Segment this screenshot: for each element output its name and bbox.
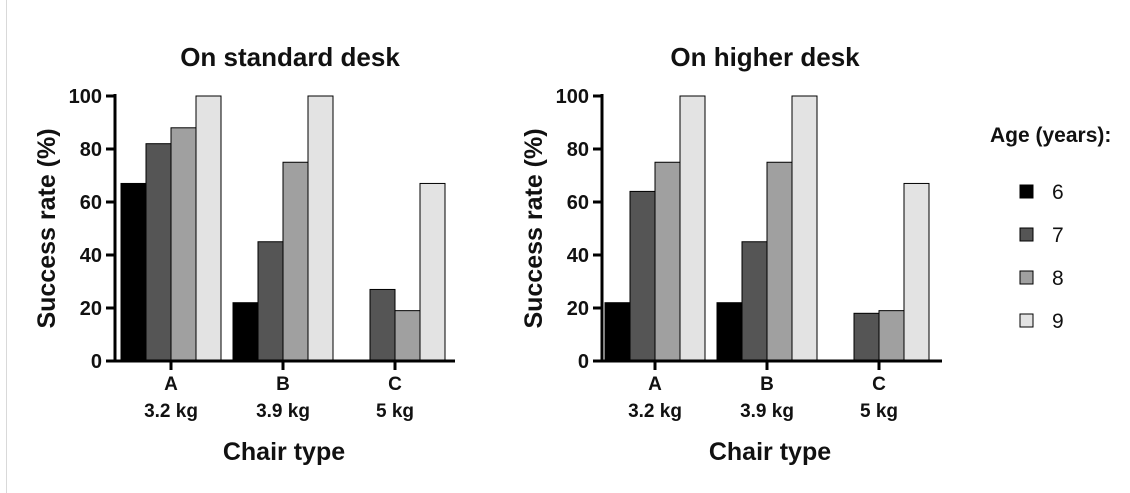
bar-age-8-chair-B bbox=[766, 161, 793, 362]
legend: Age (years): 6 7 8 9 bbox=[990, 124, 1111, 333]
x-category-label: B bbox=[760, 374, 774, 395]
legend-swatch-age-6 bbox=[1019, 184, 1034, 199]
chart-panel-higher-desk: On higher desk 0 20 40 60 80 100 A 3.2 kg B 3.9 kg… bbox=[520, 42, 942, 466]
bar-age-7-chair-A bbox=[629, 190, 656, 362]
y-tick-label: 100 bbox=[556, 86, 589, 108]
x-category-sublabel: 5 kg bbox=[376, 401, 414, 422]
x-category-label: A bbox=[164, 374, 178, 395]
legend-swatch-age-9 bbox=[1019, 313, 1034, 328]
legend-label-age-9: 9 bbox=[1052, 310, 1064, 333]
bar-age-6-chair-B bbox=[232, 302, 259, 362]
x-category-sublabel: 3.9 kg bbox=[740, 401, 794, 422]
bar-age-8-chair-A bbox=[654, 161, 681, 362]
bar-age-6-chair-A bbox=[604, 302, 631, 362]
bar-age-9-chair-C bbox=[903, 182, 930, 362]
bar-age-8-chair-C bbox=[394, 310, 421, 362]
y-tick-label: 0 bbox=[578, 351, 589, 373]
legend-label-age-6: 6 bbox=[1052, 181, 1064, 204]
bar-age-9-chair-C bbox=[419, 182, 446, 362]
x-category-sublabel: 5 kg bbox=[860, 401, 898, 422]
bar-age-6-chair-B bbox=[716, 302, 743, 362]
x-category-label: C bbox=[872, 374, 886, 395]
x-category-label: A bbox=[648, 374, 662, 395]
bar-age-9-chair-A bbox=[195, 95, 222, 362]
x-category-sublabel: 3.2 kg bbox=[628, 401, 682, 422]
legend-swatch-age-8 bbox=[1019, 270, 1034, 285]
y-tick-label: 100 bbox=[69, 86, 102, 108]
chart-title: On higher desk bbox=[670, 42, 860, 72]
y-tick-label: 80 bbox=[567, 139, 589, 161]
chart-title: On standard desk bbox=[180, 42, 400, 72]
y-tick-label: 20 bbox=[567, 298, 589, 320]
bar-age-6-chair-A bbox=[120, 182, 147, 362]
x-category-label: B bbox=[276, 374, 290, 395]
left-border-line bbox=[6, 0, 7, 493]
y-axis-title: Success rate (%) bbox=[520, 128, 548, 328]
y-tick-label: 40 bbox=[80, 245, 102, 267]
bar-age-9-chair-B bbox=[791, 95, 818, 362]
x-category-label: C bbox=[388, 374, 402, 395]
bar-age-7-chair-B bbox=[257, 241, 284, 362]
bar-age-7-chair-C bbox=[369, 288, 396, 362]
x-category-sublabel: 3.2 kg bbox=[144, 401, 198, 422]
legend-swatch-age-7 bbox=[1019, 227, 1034, 242]
legend-title: Age (years): bbox=[990, 124, 1111, 147]
y-axis-title: Success rate (%) bbox=[33, 128, 61, 328]
y-tick-label: 40 bbox=[567, 245, 589, 267]
bar-age-8-chair-C bbox=[878, 310, 905, 362]
bar-age-9-chair-B bbox=[307, 95, 334, 362]
bar-age-7-chair-C bbox=[853, 312, 880, 362]
bar-age-8-chair-A bbox=[170, 127, 197, 362]
bar-age-7-chair-B bbox=[741, 241, 768, 362]
bar-age-8-chair-B bbox=[282, 161, 309, 362]
bar-age-7-chair-A bbox=[145, 143, 172, 362]
y-tick-label: 0 bbox=[91, 351, 102, 373]
y-tick-label: 80 bbox=[80, 139, 102, 161]
x-category-sublabel: 3.9 kg bbox=[256, 401, 310, 422]
legend-label-age-8: 8 bbox=[1052, 267, 1064, 290]
legend-label-age-7: 7 bbox=[1052, 224, 1064, 247]
x-axis-title: Chair type bbox=[223, 438, 345, 466]
y-tick-label: 60 bbox=[80, 192, 102, 214]
bar-age-9-chair-A bbox=[679, 95, 706, 362]
y-tick-label: 60 bbox=[567, 192, 589, 214]
y-tick-label: 20 bbox=[80, 298, 102, 320]
x-axis-title: Chair type bbox=[709, 438, 831, 466]
chart-panel-standard-desk: On standard desk 0 20 40 60 80 100 A 3.2 kg B 3.9 … bbox=[33, 42, 455, 466]
